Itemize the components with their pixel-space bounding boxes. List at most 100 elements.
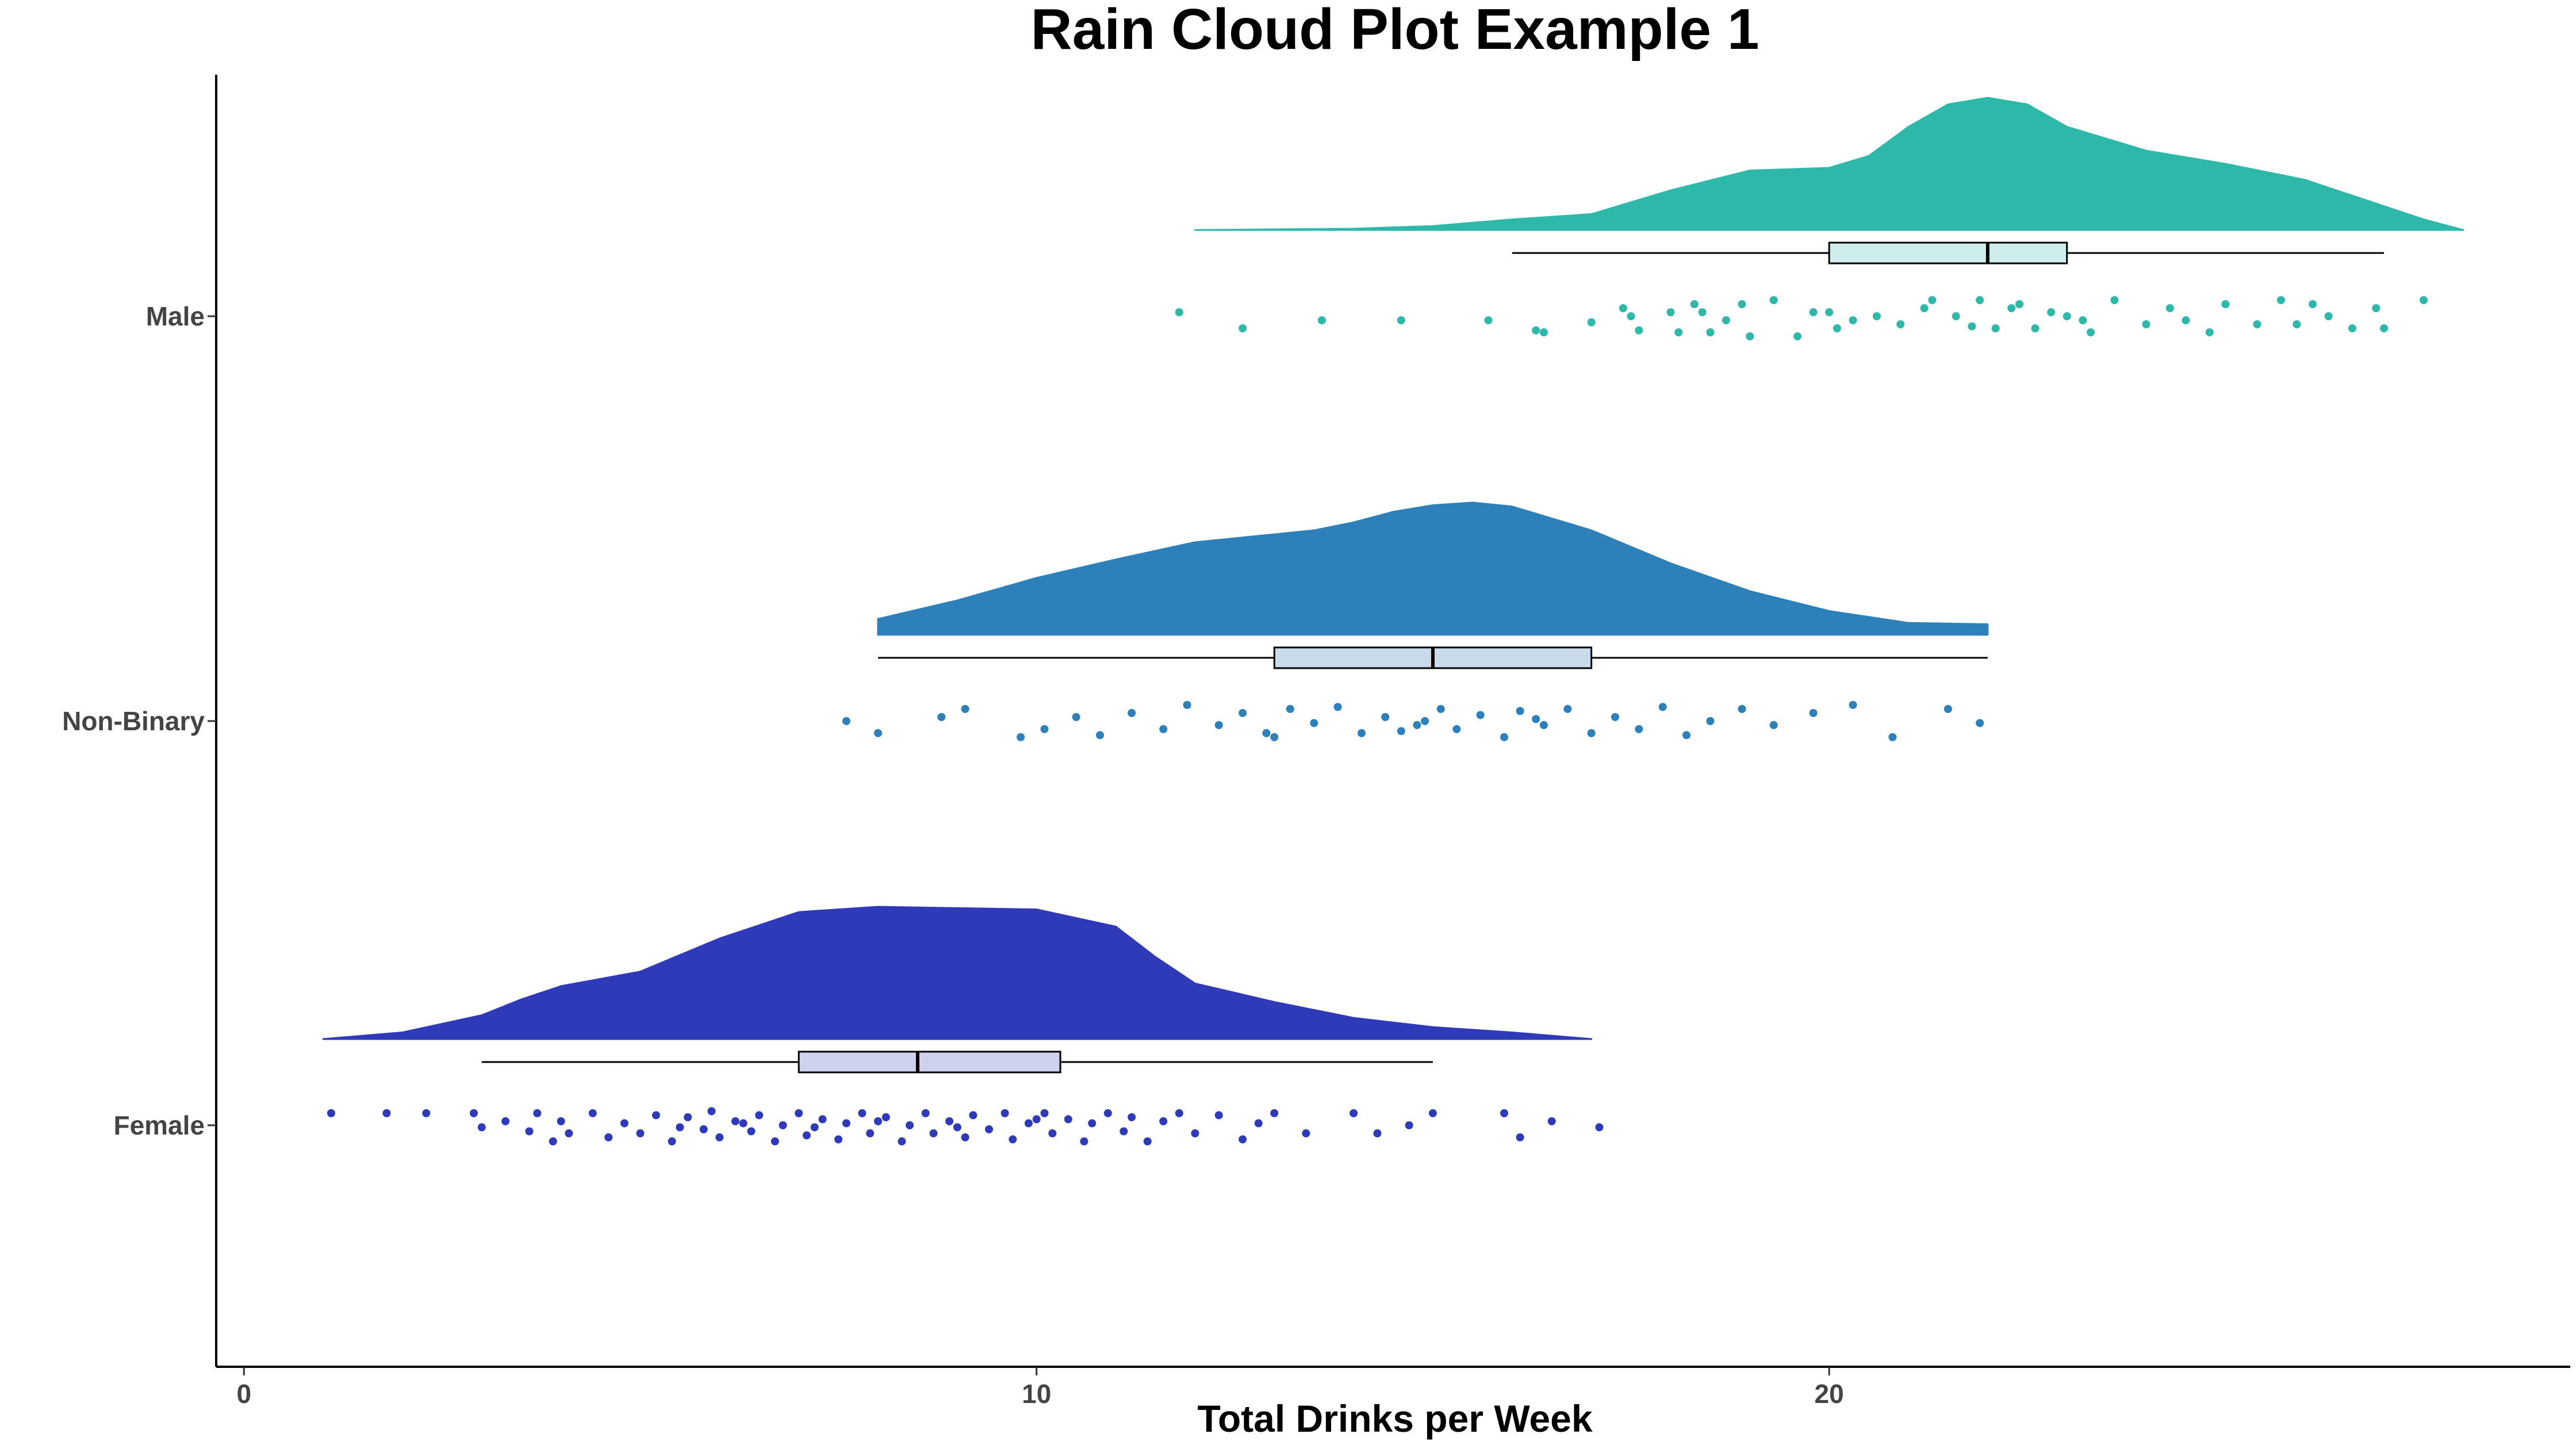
point-male-20 <box>1793 332 1801 340</box>
point-female-35 <box>906 1121 914 1129</box>
point-female-46 <box>1048 1129 1057 1137</box>
point-female-29 <box>834 1135 843 1144</box>
point-female-39 <box>961 1133 969 1141</box>
box-female <box>798 1051 1061 1074</box>
point-male-37 <box>2110 296 2119 304</box>
point-male-35 <box>2063 312 2071 320</box>
point-male-9 <box>1627 312 1635 320</box>
point-female-55 <box>1175 1109 1183 1117</box>
point-non-binary-17 <box>1357 729 1366 737</box>
point-non-binary-36 <box>1809 709 1818 717</box>
point-male-47 <box>2324 312 2333 320</box>
point-non-binary-35 <box>1769 721 1778 729</box>
point-non-binary-32 <box>1682 731 1690 739</box>
point-female-72 <box>874 1117 882 1125</box>
point-non-binary-10 <box>1183 701 1191 709</box>
y-tick-label-female: Female <box>113 1110 205 1140</box>
point-male-18 <box>1746 332 1754 340</box>
chart-title: Rain Cloud Plot Example 1 <box>1031 0 1759 62</box>
point-female-31 <box>858 1109 867 1117</box>
point-male-27 <box>1928 296 1937 304</box>
point-non-binary-22 <box>1452 725 1461 733</box>
point-non-binary-33 <box>1706 717 1715 725</box>
point-female-59 <box>1254 1119 1263 1128</box>
x-tick-label-20: 20 <box>1815 1379 1844 1409</box>
point-male-14 <box>1698 308 1707 316</box>
point-male-28 <box>1952 312 1960 320</box>
point-female-16 <box>668 1137 676 1145</box>
point-female-70 <box>739 1119 747 1128</box>
point-non-binary-19 <box>1397 727 1405 735</box>
point-female-26 <box>795 1109 803 1117</box>
point-non-binary-42 <box>1532 715 1540 723</box>
point-male-13 <box>1666 308 1675 316</box>
point-male-44 <box>2276 296 2285 304</box>
point-female-40 <box>969 1111 977 1120</box>
x-axis-ticks: 0 10 20 <box>236 1367 1844 1409</box>
point-female-51 <box>1120 1127 1128 1136</box>
point-female-43 <box>1009 1135 1017 1144</box>
point-male-40 <box>2182 316 2190 324</box>
point-female-37 <box>929 1129 938 1137</box>
point-non-binary-20 <box>1421 717 1429 725</box>
point-male-48 <box>2348 324 2356 332</box>
point-male-39 <box>2165 304 2174 312</box>
point-male-33 <box>2031 324 2040 332</box>
point-non-binary-38 <box>1888 733 1897 741</box>
point-female-41 <box>985 1125 993 1133</box>
point-female-49 <box>1088 1119 1097 1128</box>
point-female-42 <box>1000 1109 1009 1117</box>
point-female-57 <box>1214 1111 1223 1120</box>
point-non-binary-29 <box>1611 713 1619 721</box>
point-female-36 <box>921 1109 930 1117</box>
x-axis-title: Total Drinks per Week <box>1197 1397 1592 1440</box>
point-female-65 <box>1428 1109 1437 1117</box>
point-male-8 <box>1619 304 1627 312</box>
point-male-52 <box>1920 304 1929 312</box>
point-female-69 <box>1595 1123 1604 1132</box>
point-male-1 <box>1239 324 1247 332</box>
x-tick-label-0: 0 <box>236 1379 251 1409</box>
point-non-binary-30 <box>1635 725 1643 733</box>
point-female-7 <box>533 1109 542 1117</box>
point-female-63 <box>1373 1129 1382 1137</box>
point-non-binary-8 <box>1128 709 1136 717</box>
point-non-binary-37 <box>1849 701 1857 709</box>
plot-area <box>322 97 2464 1145</box>
point-female-48 <box>1080 1137 1088 1145</box>
point-female-13 <box>620 1119 628 1128</box>
point-non-binary-16 <box>1333 703 1342 711</box>
point-male-7 <box>1587 318 1596 327</box>
point-male-49 <box>2372 304 2380 312</box>
point-non-binary-12 <box>1239 709 1247 717</box>
point-female-71 <box>810 1123 819 1132</box>
point-female-14 <box>636 1129 645 1137</box>
point-female-73 <box>953 1123 961 1132</box>
point-non-binary-0 <box>842 717 850 725</box>
point-female-44 <box>1024 1119 1033 1128</box>
point-female-1 <box>382 1109 391 1117</box>
point-female-45 <box>1040 1109 1049 1117</box>
point-female-5 <box>501 1117 510 1125</box>
point-female-15 <box>652 1111 660 1120</box>
y-tick-label-non-binary: Non-Binary <box>62 706 205 736</box>
point-non-binary-2 <box>937 713 946 721</box>
point-non-binary-41 <box>1413 721 1421 729</box>
point-non-binary-27 <box>1563 705 1572 713</box>
point-male-17 <box>1738 300 1746 308</box>
point-non-binary-21 <box>1436 705 1445 713</box>
x-tick-label-10: 10 <box>1022 1379 1051 1409</box>
point-male-10 <box>1635 326 1643 335</box>
point-female-21 <box>731 1117 739 1125</box>
point-male-38 <box>2142 320 2150 328</box>
point-non-binary-7 <box>1096 731 1104 739</box>
point-male-36 <box>2087 328 2095 336</box>
point-female-62 <box>1350 1109 1358 1117</box>
point-female-6 <box>525 1127 534 1136</box>
point-non-binary-28 <box>1587 729 1596 737</box>
point-female-52 <box>1128 1113 1136 1121</box>
point-female-2 <box>422 1109 431 1117</box>
point-male-50 <box>2420 296 2428 304</box>
point-female-9 <box>557 1117 565 1125</box>
